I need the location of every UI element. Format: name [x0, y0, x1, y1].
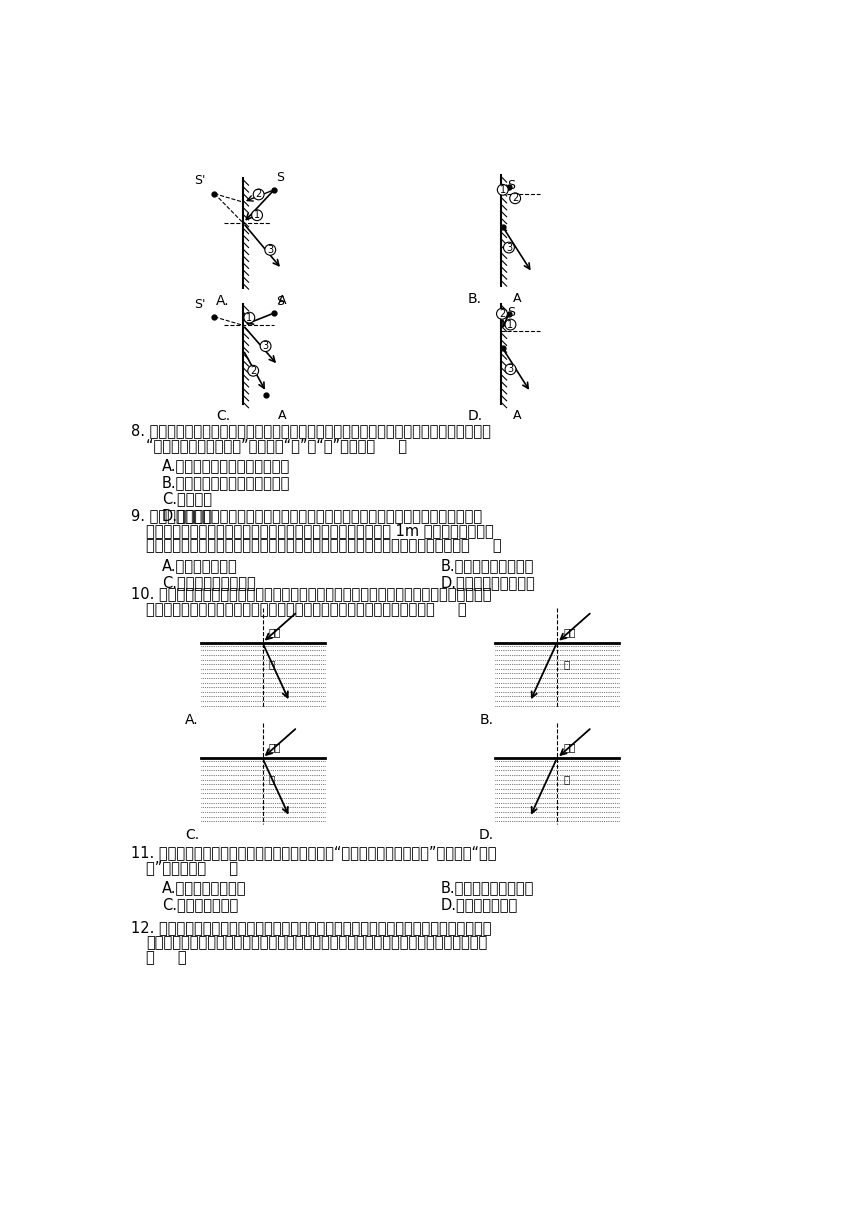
Text: 虫击落水中吃掉。根据你学过的光学知识，它在水下向小虫喷水时，喷射方向应该（     ）: 虫击落水中吃掉。根据你学过的光学知识，它在水下向小虫喷水时，喷射方向应该（ ）: [146, 539, 502, 553]
Text: 3: 3: [262, 342, 268, 351]
Text: C.都是实像: C.都是实像: [162, 491, 212, 507]
Circle shape: [248, 365, 259, 376]
Text: 空气: 空气: [563, 742, 575, 753]
Text: S': S': [194, 175, 206, 187]
Text: 1: 1: [500, 185, 506, 195]
Text: B.「云」是虚像，「鱼」是实像: B.「云」是虚像，「鱼」是实像: [162, 474, 290, 490]
Text: A: A: [278, 410, 286, 422]
Text: A.云是像，鱼是实物: A.云是像，鱼是实物: [162, 879, 246, 895]
Circle shape: [253, 188, 264, 199]
Text: 下同），往茶杯中倒入一些水后，又能够看见硬币了（如图乙）。下列有关说法错误的是: 下同），往茶杯中倒入一些水后，又能够看见硬币了（如图乙）。下列有关说法错误的是: [146, 935, 488, 950]
Circle shape: [244, 313, 255, 323]
Text: 1: 1: [254, 210, 260, 220]
Text: A: A: [513, 410, 521, 422]
Bar: [495, 608, 619, 708]
Text: A: A: [513, 292, 521, 305]
Bar: [495, 724, 619, 823]
Circle shape: [497, 185, 508, 196]
Text: 空气: 空气: [268, 626, 281, 637]
Text: A.「云」是虚像，「鱼」是实物: A.「云」是虚像，「鱼」是实物: [162, 457, 290, 473]
Text: C.对准看到小虫的上方: C.对准看到小虫的上方: [162, 575, 255, 590]
Text: 到一定程度时，小李又重新看到硬币。小李用作图方法说明结论正确的是（     ）: 到一定程度时，小李又重新看到硬币。小李用作图方法说明结论正确的是（ ）: [146, 602, 467, 617]
Circle shape: [496, 309, 507, 319]
Text: 2: 2: [250, 366, 256, 376]
Text: S: S: [507, 306, 515, 319]
Text: 1: 1: [507, 320, 513, 330]
Circle shape: [503, 242, 514, 253]
Text: A: A: [278, 294, 286, 306]
Text: 3: 3: [506, 242, 512, 253]
Text: 12. 陶瓷茶杯底部放有一枚硬币，人移动到某一位置时看不见硬币（如图甲，图为透视图，: 12. 陶瓷茶杯底部放有一枚硬币，人移动到某一位置时看不见硬币（如图甲，图为透视…: [131, 919, 491, 935]
Text: 水: 水: [563, 775, 569, 784]
Text: 3: 3: [267, 244, 273, 255]
Bar: [200, 724, 324, 823]
Text: 鱼”实际上是（     ）: 鱼”实际上是（ ）: [146, 861, 238, 876]
Text: 3: 3: [507, 365, 513, 375]
Text: A.: A.: [185, 713, 199, 727]
Text: D.: D.: [478, 828, 494, 843]
Text: A.对准看到的小虫: A.对准看到的小虫: [162, 558, 237, 573]
Circle shape: [510, 193, 520, 203]
Text: D.太神秘了，无法判断: D.太神秘了，无法判断: [440, 575, 536, 590]
Text: D.云和鱼都是虚像: D.云和鱼都是虚像: [440, 896, 518, 912]
Text: B.: B.: [468, 292, 482, 306]
Text: D.: D.: [468, 410, 483, 423]
Text: 水: 水: [268, 659, 275, 669]
Text: B.: B.: [480, 713, 494, 727]
Circle shape: [265, 244, 276, 255]
Text: S: S: [276, 170, 285, 184]
Text: 水: 水: [268, 775, 275, 784]
Text: “快看，鱼在云里游呢。”她看到的“云”和“鱼”实际上（     ）: “快看，鱼在云里游呢。”她看到的“云”和“鱼”实际上（ ）: [146, 439, 408, 454]
Text: 8. 同学们到花港观鱼开展第二课堂实践活动，平静的湖面上映出天上的白云，一个同学说：: 8. 同学们到花港观鱼开展第二课堂实践活动，平静的湖面上映出天上的白云，一个同学…: [131, 423, 490, 438]
Text: 上的猎物后，会选择合适的角度，瞌准目标，从口中喷射出一股 1m 多高的水柱，将小: 上的猎物后，会选择合适的角度，瞌准目标，从口中喷射出一股 1m 多高的水柱，将小: [146, 523, 494, 539]
Text: D.都是虚像: D.都是虚像: [162, 508, 212, 524]
Text: 9. 射水鱼又称高射炮鱼，它有非常独特的捕食本领，当搜索到停歇在水面附近树枝、草叶: 9. 射水鱼又称高射炮鱼，它有非常独特的捕食本领，当搜索到停歇在水面附近树枝、草…: [131, 508, 482, 523]
Text: B.对准看到小虫的下方: B.对准看到小虫的下方: [440, 558, 534, 573]
Text: S': S': [194, 298, 206, 311]
Text: （     ）: （ ）: [146, 951, 187, 966]
Text: 2: 2: [512, 193, 519, 203]
Text: S: S: [507, 179, 515, 192]
Text: 水: 水: [563, 659, 569, 669]
Text: C.: C.: [185, 828, 199, 843]
Text: C.云和鱼都是实像: C.云和鱼都是实像: [162, 896, 238, 912]
Text: C.: C.: [216, 410, 230, 423]
Circle shape: [505, 364, 516, 375]
Circle shape: [261, 340, 271, 351]
Text: B.云是虚像，鱼是实像: B.云是虚像，鱼是实像: [440, 879, 534, 895]
Text: S: S: [276, 294, 285, 308]
Text: 11. 平静的湖面上映出天上的白云，一个同学说：“快看，鱼在云里游呢。”她看到的“云和: 11. 平静的湖面上映出天上的白云，一个同学说：“快看，鱼在云里游呢。”她看到的…: [131, 845, 496, 860]
Text: 空气: 空气: [563, 626, 575, 637]
Text: 2: 2: [499, 309, 505, 319]
Text: 10. 小李把一个硬币放在碗里，移动碗直到眼睛看不到为止，保持头部不动往碗里倒水，倒: 10. 小李把一个硬币放在碗里，移动碗直到眼睛看不到为止，保持头部不动往碗里倒水…: [131, 586, 491, 602]
Text: 空气: 空气: [268, 742, 281, 753]
Text: 2: 2: [255, 190, 261, 199]
Text: 1: 1: [246, 313, 252, 322]
Circle shape: [505, 319, 516, 330]
Circle shape: [252, 210, 262, 220]
Bar: [200, 608, 324, 708]
Text: A.: A.: [216, 294, 230, 308]
